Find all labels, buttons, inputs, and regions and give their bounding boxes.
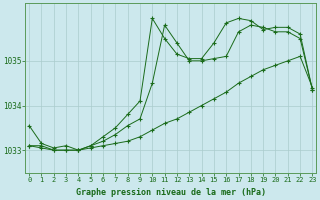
- X-axis label: Graphe pression niveau de la mer (hPa): Graphe pression niveau de la mer (hPa): [76, 188, 266, 197]
